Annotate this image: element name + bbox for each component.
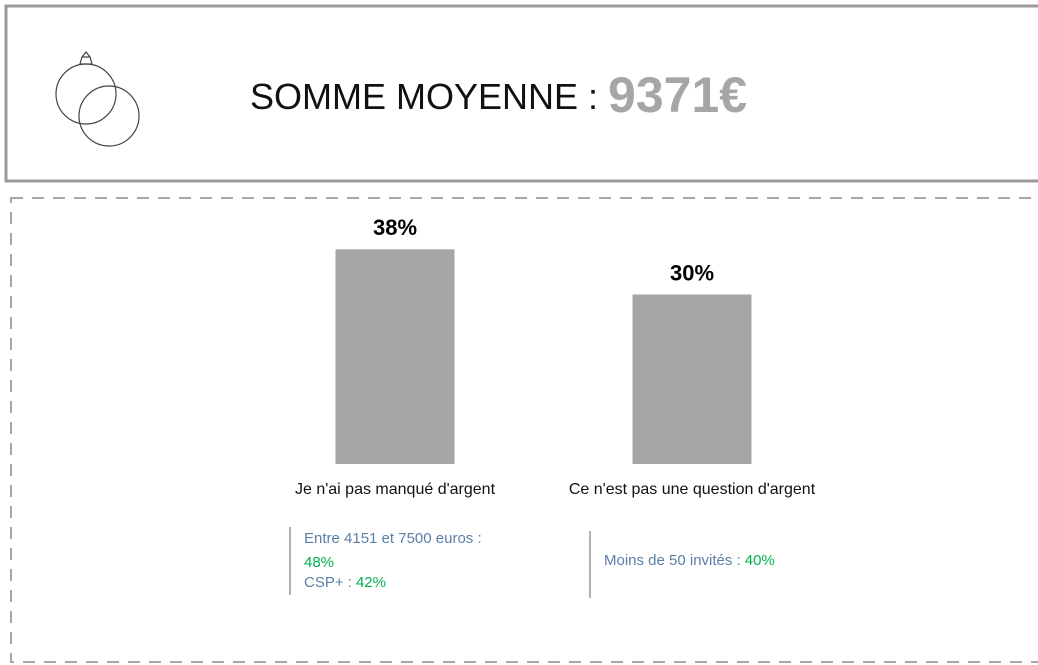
note-label: CSP+ :: [304, 574, 352, 591]
header-title: SOMME MOYENNE :9371€: [250, 67, 747, 123]
category-label: Ce n'est pas une question d'argent: [569, 481, 816, 498]
note-label: Moins de 50 invités :: [604, 552, 741, 569]
note-label: Entre 4151 et 7500 euros :: [304, 530, 482, 547]
note-value: 40%: [745, 552, 775, 569]
header-box: [4, 4, 1038, 183]
note-value: 42%: [356, 574, 386, 591]
note-line: Moins de 50 invités :40%: [604, 552, 775, 569]
note-line: CSP+ :42%: [304, 574, 386, 591]
data-label: 30%: [670, 260, 714, 285]
header-label: SOMME MOYENNE :: [250, 76, 598, 117]
chart-box: [10, 197, 1038, 663]
category-label: Je n'ai pas manqué d'argent: [295, 481, 496, 498]
bar: [335, 249, 455, 464]
data-label: 38%: [373, 215, 417, 240]
rings-icon: [55, 51, 140, 147]
note-value: 48%: [304, 554, 334, 571]
header-amount: 9371€: [608, 67, 747, 123]
notes: Entre 4151 et 7500 euros : 48% CSP+ :42%…: [289, 527, 775, 598]
bar: [632, 294, 752, 464]
